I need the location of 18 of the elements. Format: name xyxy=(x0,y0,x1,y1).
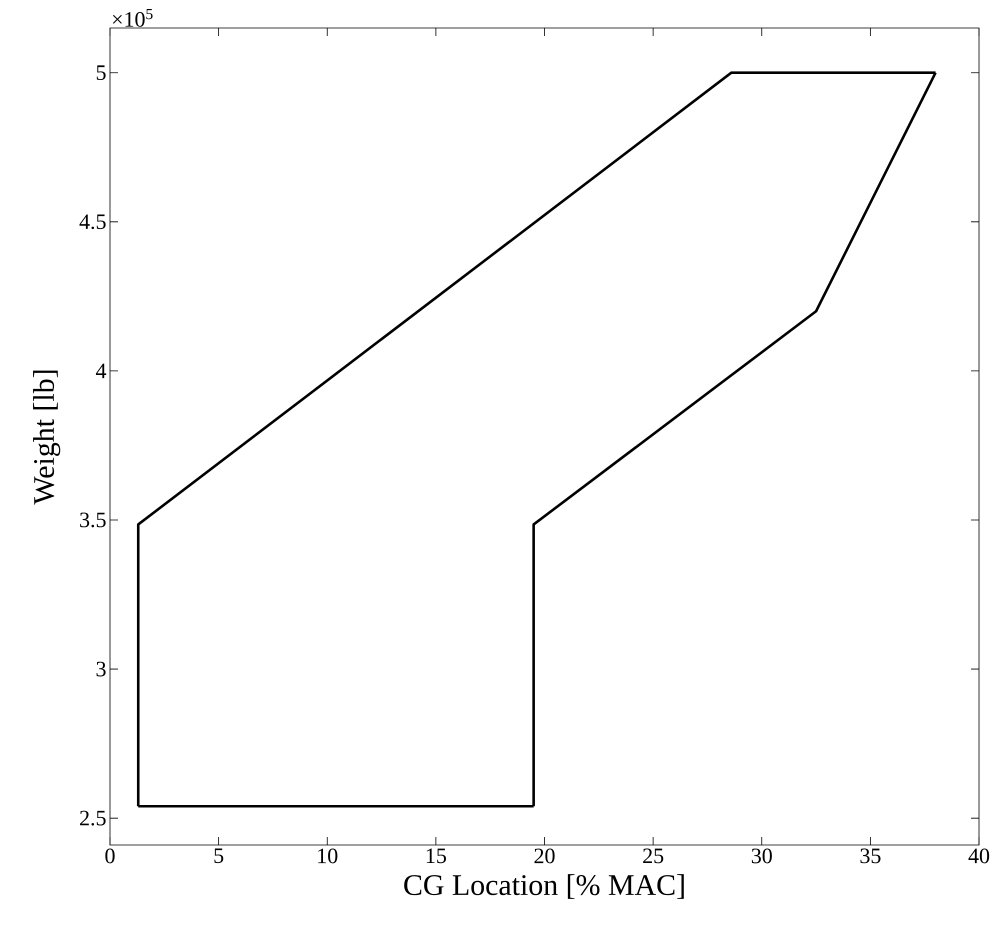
y-tick-label: 2.5 xyxy=(80,810,106,826)
x-tick-label: 5 xyxy=(214,848,224,864)
y-tick-label: 3.5 xyxy=(80,512,106,528)
y-tick-label: 4.5 xyxy=(80,214,106,230)
x-axis-title: CG Location [% MAC] xyxy=(404,874,684,899)
y-axis-title: Weight [lb] xyxy=(33,370,60,505)
x-tick-label: 25 xyxy=(643,848,664,864)
x-tick-label: 10 xyxy=(318,848,338,864)
text: ×10$^{5}$ xyxy=(112,9,153,27)
x-tick-label: 40 xyxy=(968,848,990,864)
y-tick-label: 5 xyxy=(96,65,106,80)
x-tick-label: 35 xyxy=(860,848,880,864)
y-tick-label: 4 xyxy=(96,364,106,378)
x-tick-label: 15 xyxy=(426,848,446,864)
x-tick-label: 20 xyxy=(534,848,555,864)
x-tick-label: 30 xyxy=(752,848,772,864)
x-tick-label: 0 xyxy=(105,848,115,864)
y-tick-label: 3 xyxy=(96,662,106,676)
